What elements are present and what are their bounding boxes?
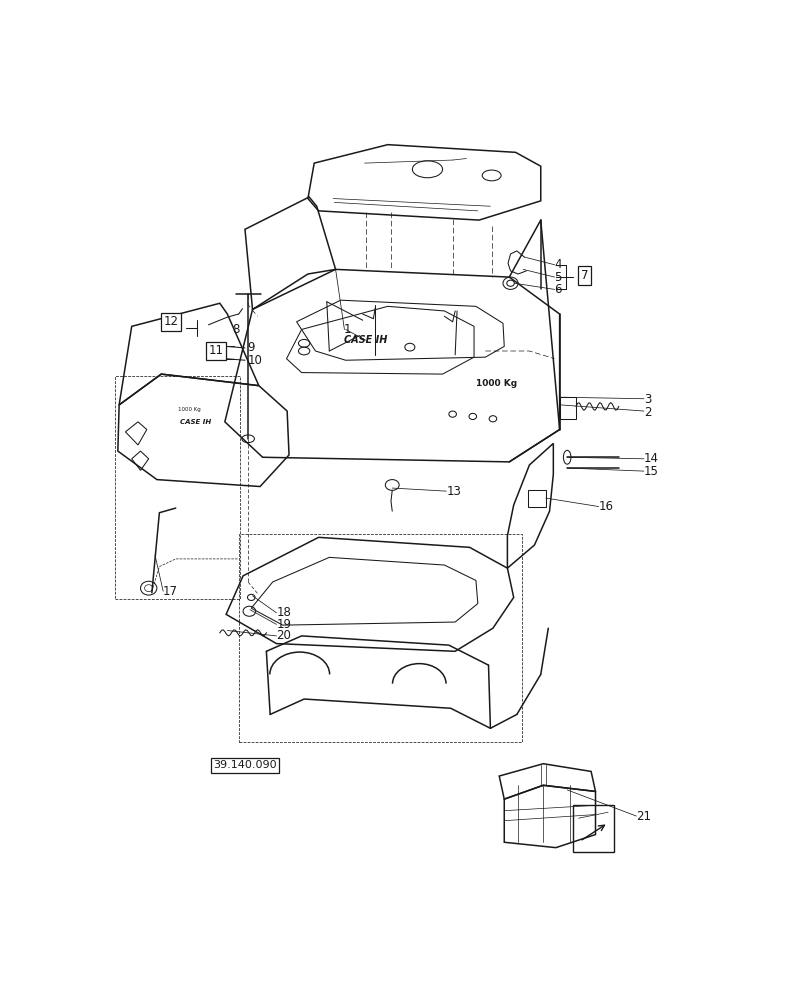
Text: 16: 16 <box>598 500 613 513</box>
Text: 12: 12 <box>163 315 178 328</box>
Text: 10: 10 <box>247 354 262 367</box>
Text: 15: 15 <box>643 465 658 478</box>
Text: 11: 11 <box>208 344 223 358</box>
Text: 13: 13 <box>446 485 461 498</box>
Bar <box>559 397 575 419</box>
Text: 3: 3 <box>643 393 650 406</box>
Text: 39.140.090: 39.140.090 <box>213 760 277 770</box>
Text: 19: 19 <box>276 618 291 631</box>
Text: 9: 9 <box>247 341 255 354</box>
Text: 14: 14 <box>643 452 659 465</box>
Text: 20: 20 <box>276 629 291 642</box>
Text: CASE IH: CASE IH <box>180 419 211 425</box>
Bar <box>527 490 545 507</box>
Text: 8: 8 <box>232 323 239 336</box>
Text: 18: 18 <box>276 606 291 619</box>
Text: 1000 Kg: 1000 Kg <box>475 379 517 388</box>
Text: CASE IH: CASE IH <box>344 335 387 345</box>
Text: 4: 4 <box>554 258 561 271</box>
Text: 1000 Kg: 1000 Kg <box>178 407 201 412</box>
Text: 7: 7 <box>581 269 588 282</box>
Text: 17: 17 <box>163 585 178 598</box>
Text: 5: 5 <box>554 271 561 284</box>
Text: 2: 2 <box>643 406 650 419</box>
Text: 21: 21 <box>636 810 650 823</box>
Text: 6: 6 <box>554 283 561 296</box>
Text: 1: 1 <box>343 323 351 336</box>
Bar <box>573 805 614 852</box>
